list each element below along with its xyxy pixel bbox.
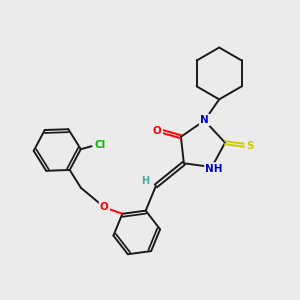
- Text: H: H: [142, 176, 150, 186]
- Text: S: S: [246, 141, 253, 151]
- Text: Cl: Cl: [95, 140, 106, 150]
- Text: O: O: [153, 126, 162, 136]
- Text: O: O: [100, 202, 109, 212]
- Text: N: N: [200, 115, 209, 125]
- Text: NH: NH: [206, 164, 223, 173]
